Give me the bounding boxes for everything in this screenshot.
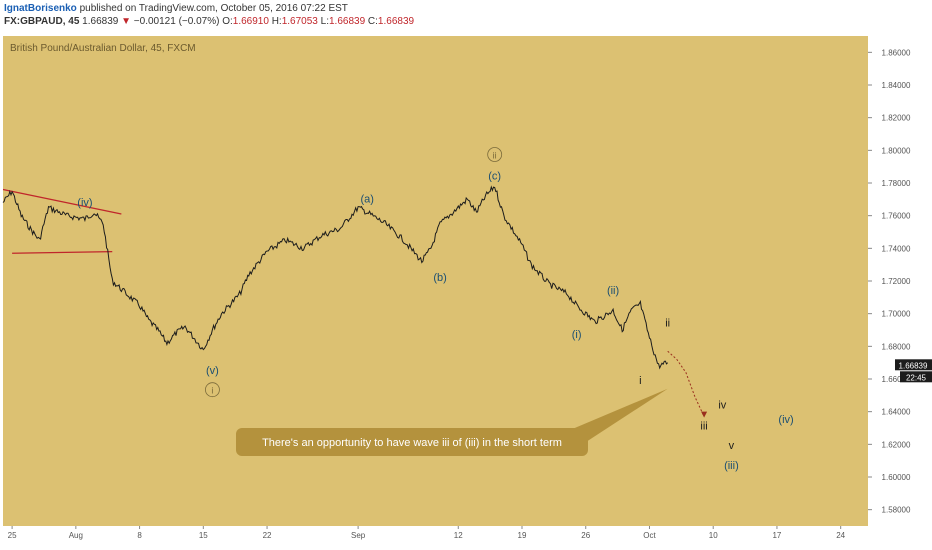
x-tick-label: Oct (643, 531, 656, 540)
y-tick-label: 1.86000 (882, 48, 911, 57)
y-tick-label: 1.64000 (882, 408, 911, 417)
wave-label: v (729, 440, 735, 452)
low-value: 1.66839 (328, 16, 366, 27)
price-change: −0.00121 (−0.07%) (133, 16, 220, 27)
x-tick-label: 15 (199, 531, 208, 540)
y-tick-label: 1.58000 (882, 506, 911, 515)
close-value: 1.66839 (377, 16, 415, 27)
projection-arrow-icon (701, 411, 708, 418)
open-value: 1.66910 (232, 16, 269, 27)
x-tick-label: Sep (351, 531, 366, 540)
annotation-callout[interactable]: There's an opportunity to have wave iii … (236, 388, 668, 456)
price-axis[interactable] (868, 36, 932, 526)
high-label: H: (271, 16, 282, 27)
countdown-box (900, 371, 932, 383)
y-tick-label: 1.62000 (882, 440, 911, 449)
published-text: published on TradingView.com, October 05… (79, 3, 348, 14)
last-price-value: 1.66839 (899, 361, 928, 370)
y-tick-label: 1.80000 (882, 146, 911, 155)
x-tick-label: 19 (518, 531, 527, 540)
y-tick-label: 1.82000 (882, 114, 911, 123)
author-link[interactable]: IgnatBorisenko (4, 3, 77, 14)
wave-label: (iii) (724, 460, 739, 472)
wave-label: (iv) (778, 414, 793, 426)
y-tick-label: 1.70000 (882, 310, 911, 319)
wave-label: i (639, 375, 641, 387)
y-tick-label: 1.78000 (882, 179, 911, 188)
countdown-value: 22:45 (906, 373, 927, 382)
wave-label: ii (493, 151, 497, 161)
last-price: 1.66839 (82, 16, 119, 27)
triangle-trendlines[interactable] (2, 188, 122, 254)
wave-label: ii (665, 318, 670, 330)
x-tick-label: 26 (581, 531, 590, 540)
x-tick-label: 17 (772, 531, 781, 540)
open-label: O: (222, 16, 233, 27)
y-tick-label: 1.76000 (882, 212, 911, 221)
wave-label: (iv) (77, 197, 92, 209)
y-tick-label: 1.66000 (882, 375, 911, 384)
wave-label-circle (487, 147, 503, 162)
chart-title: British Pound/Australian Dollar, 45, FXC… (10, 43, 196, 54)
wave-label: (i) (572, 329, 582, 341)
x-tick-label: 10 (709, 531, 718, 540)
symbol-label[interactable]: FX:GBPAUD, 45 (4, 16, 80, 27)
chart-header: IgnatBorisenko published on TradingView.… (0, 0, 932, 30)
wave-label: (b) (433, 272, 446, 284)
price-chart[interactable]: British Pound/Australian Dollar, 45, FXC… (0, 30, 932, 550)
triangle-trendline (2, 188, 122, 215)
y-tick-label: 1.74000 (882, 244, 911, 253)
y-tick-label: 1.68000 (882, 342, 911, 351)
y-tick-label: 1.72000 (882, 277, 911, 286)
wave-labels: (iv)(v)i(a)(b)ii(c)(i)(ii)iiiiviii(iv)v(… (77, 147, 794, 472)
x-tick-label: 22 (263, 531, 272, 540)
header-line-ohlc: FX:GBPAUD, 45 1.66839 ▼ −0.00121 (−0.07%… (4, 16, 414, 27)
wave-label: (v) (206, 365, 219, 377)
last-price-marker: 1.66839 22:45 (895, 359, 932, 383)
x-tick-label: 8 (137, 531, 142, 540)
price-line (2, 185, 669, 370)
header-line-author: IgnatBorisenko published on TradingView.… (4, 3, 348, 14)
projection-dashed-line[interactable] (667, 350, 705, 417)
callout-pointer (570, 388, 668, 442)
y-axis-ticks: 1.58000 1.60000 1.62000 1.64000 1.66000 1.680… (868, 48, 911, 515)
x-tick-label: 24 (836, 531, 845, 540)
down-arrow-icon: ▼ (121, 16, 132, 27)
wave-label: iv (718, 399, 726, 411)
x-tick-label: Aug (69, 531, 83, 540)
x-tick-label: 25 (8, 531, 17, 540)
wave-label-circle (205, 382, 220, 398)
wave-label: (c) (488, 171, 501, 183)
wave-label: i (211, 386, 213, 396)
low-label: L: (320, 16, 329, 27)
wave-label: (a) (360, 194, 373, 206)
y-tick-label: 1.84000 (882, 81, 911, 90)
triangle-trendline (12, 250, 113, 254)
high-value: 1.67053 (281, 16, 318, 27)
wave-label: iii (700, 421, 707, 433)
callout-text: There's an opportunity to have wave iii … (262, 437, 562, 449)
callout-box[interactable] (236, 428, 588, 456)
last-price-box (895, 359, 932, 371)
x-tick-label: 12 (454, 531, 463, 540)
x-axis-ticks: 25 Aug 8 15 22 Sep 12 19 26 Oct 10 17 24 (8, 526, 846, 540)
wave-label: (ii) (607, 285, 619, 297)
close-label: C: (367, 16, 378, 27)
y-tick-label: 1.60000 (882, 473, 911, 482)
time-axis[interactable] (3, 526, 868, 544)
